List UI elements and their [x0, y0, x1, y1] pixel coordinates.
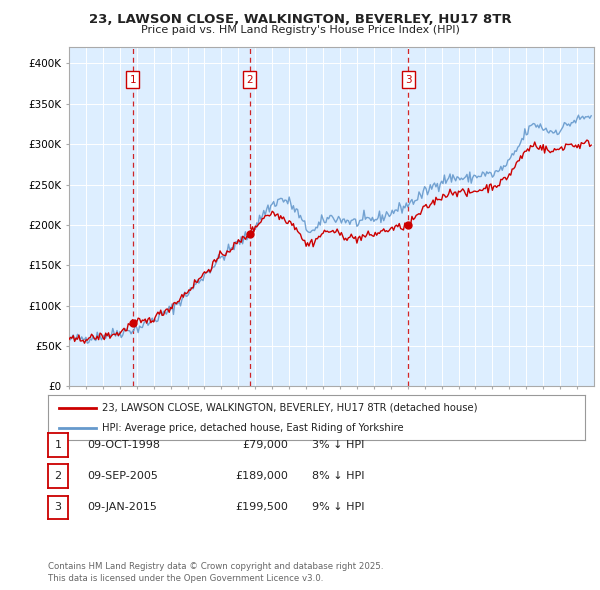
Text: 1: 1 [130, 74, 136, 84]
Text: 09-OCT-1998: 09-OCT-1998 [87, 440, 160, 450]
Text: 23, LAWSON CLOSE, WALKINGTON, BEVERLEY, HU17 8TR: 23, LAWSON CLOSE, WALKINGTON, BEVERLEY, … [89, 13, 511, 26]
Text: HPI: Average price, detached house, East Riding of Yorkshire: HPI: Average price, detached house, East… [101, 424, 403, 434]
Text: 3: 3 [405, 74, 412, 84]
Text: 09-SEP-2005: 09-SEP-2005 [87, 471, 158, 481]
Text: £189,000: £189,000 [235, 471, 288, 481]
Text: 23, LAWSON CLOSE, WALKINGTON, BEVERLEY, HU17 8TR (detached house): 23, LAWSON CLOSE, WALKINGTON, BEVERLEY, … [101, 403, 477, 412]
Text: 1: 1 [55, 440, 61, 450]
Text: 09-JAN-2015: 09-JAN-2015 [87, 503, 157, 512]
Text: £199,500: £199,500 [235, 503, 288, 512]
Text: Contains HM Land Registry data © Crown copyright and database right 2025.
This d: Contains HM Land Registry data © Crown c… [48, 562, 383, 583]
Text: 3% ↓ HPI: 3% ↓ HPI [312, 440, 364, 450]
Text: £79,000: £79,000 [242, 440, 288, 450]
Text: 8% ↓ HPI: 8% ↓ HPI [312, 471, 365, 481]
Text: 3: 3 [55, 503, 61, 512]
Text: 2: 2 [55, 471, 61, 481]
Text: 2: 2 [247, 74, 253, 84]
Text: Price paid vs. HM Land Registry's House Price Index (HPI): Price paid vs. HM Land Registry's House … [140, 25, 460, 35]
Text: 9% ↓ HPI: 9% ↓ HPI [312, 503, 365, 512]
